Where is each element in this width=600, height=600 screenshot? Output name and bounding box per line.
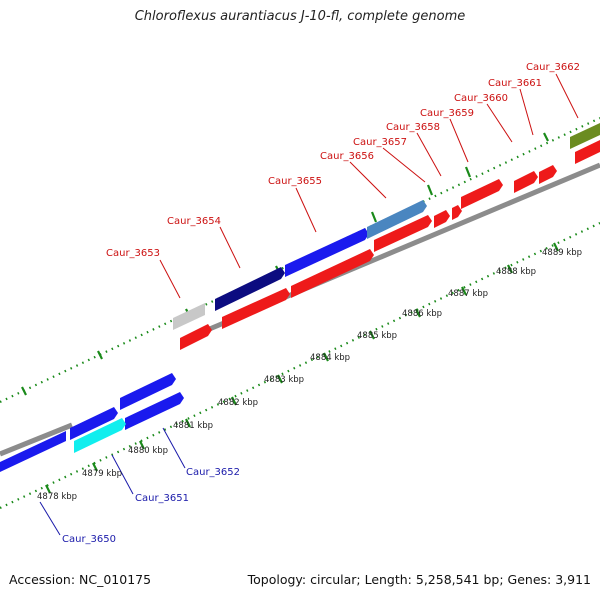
tick [21,386,27,396]
gene-label[interactable]: Caur_3658 [386,122,440,133]
leader-line [111,454,134,495]
tick [415,308,421,318]
leader-line [486,103,513,143]
reverse-features [180,140,600,350]
tick [461,286,467,296]
leader-line [162,427,186,469]
scale-label: 4882 kbp [218,398,258,408]
tick [426,184,434,196]
map-title: Chloroflexus aurantiacus J-10-fl, comple… [134,9,466,24]
backbone-lower [0,422,73,457]
gene-label[interactable]: Caur_3654 [167,216,221,227]
tick [507,264,513,274]
tick [370,211,378,223]
gene-label[interactable]: Caur_3657 [353,137,407,148]
gene-feature-reverse[interactable] [374,215,432,252]
gene-label[interactable]: Caur_3656 [320,151,374,162]
gene-feature-forward[interactable] [0,431,66,472]
gene-label[interactable]: Caur_3661 [488,78,542,89]
gene-label[interactable]: Caur_3652 [186,467,240,478]
tick [185,418,191,428]
gene-feature-reverse[interactable] [180,324,212,350]
gene-feature-reverse[interactable] [434,210,450,228]
scale-label: 4883 kbp [264,375,304,385]
label-leaders-bottom [39,427,186,536]
accession-text: Accession: NC_010175 [9,572,152,587]
gene-feature-olive[interactable] [570,123,600,149]
gene-feature-reverse[interactable] [452,205,462,220]
gene-label[interactable]: Caur_3653 [106,248,160,259]
scale-label: 4884 kbp [310,353,350,363]
scale-label: 4886 kbp [402,309,442,319]
scale-label: 4887 kbp [448,289,488,299]
scale-label: 4878 kbp [37,492,77,502]
leader-line [382,147,426,183]
gene-label[interactable]: Caur_3650 [62,534,116,545]
label-leaders-top [159,73,579,299]
gene-label[interactable]: Caur_3660 [454,93,508,104]
leader-line [519,88,534,136]
leader-line [295,187,317,233]
gene-feature-navy[interactable] [215,267,285,311]
gene-feature-reverse[interactable] [575,140,600,164]
gene-feature-reverse[interactable] [291,249,374,298]
tick [369,330,375,340]
gene-label[interactable]: Caur_3659 [420,108,474,119]
tick [553,242,559,252]
gene-labels-top: Caur_3653 Caur_3654 Caur_3655 Caur_3656 … [106,62,580,259]
gene-feature-reverse[interactable] [461,179,503,209]
backbone [0,162,600,457]
tick [464,166,472,178]
leader-line [39,501,61,536]
tick [139,440,145,450]
tick [97,350,103,360]
tick-track-lower-line [0,222,600,509]
leader-line [349,161,387,199]
tick [323,352,329,362]
leader-line [416,132,442,177]
tick [45,484,51,494]
scale-label: 4881 kbp [173,421,213,431]
gene-label[interactable]: Caur_3655 [268,176,322,187]
scale-label: 4889 kbp [542,248,582,258]
scale-label: 4885 kbp [357,331,397,341]
leader-line [555,73,579,119]
leader-line [449,118,469,163]
tick [277,374,283,384]
leader-line [159,259,181,299]
gene-label[interactable]: Caur_3662 [526,62,580,73]
gene-feature-cyan[interactable] [74,418,126,453]
gene-feature-reverse[interactable] [222,288,290,329]
leader-line [219,226,241,269]
gene-label[interactable]: Caur_3651 [135,493,189,504]
gene-labels-bottom: Caur_3652 Caur_3651 Caur_3650 [62,467,240,545]
scale-label: 4880 kbp [128,446,168,456]
tick [92,462,98,472]
gene-feature-reverse[interactable] [539,165,557,184]
scale-label: 4879 kbp [82,469,122,479]
gene-feature-steelblue[interactable] [367,200,427,239]
gene-feature-forward[interactable] [120,373,176,410]
genome-stats-text: Topology: circular; Length: 5,258,541 bp… [247,572,591,587]
scale-labels: 4878 kbp 4879 kbp 4880 kbp 4881 kbp 4882… [37,248,582,502]
tick [543,132,549,142]
gene-feature-forward[interactable] [70,407,118,440]
gene-feature-forward[interactable] [125,392,184,430]
tick-track-lower [0,222,600,509]
gene-feature-grey[interactable] [173,303,205,330]
tick [231,396,237,406]
forward-features [0,123,600,472]
gene-feature-forward[interactable] [285,228,369,277]
gene-feature-reverse[interactable] [514,171,538,193]
scale-label: 4888 kbp [496,267,536,277]
